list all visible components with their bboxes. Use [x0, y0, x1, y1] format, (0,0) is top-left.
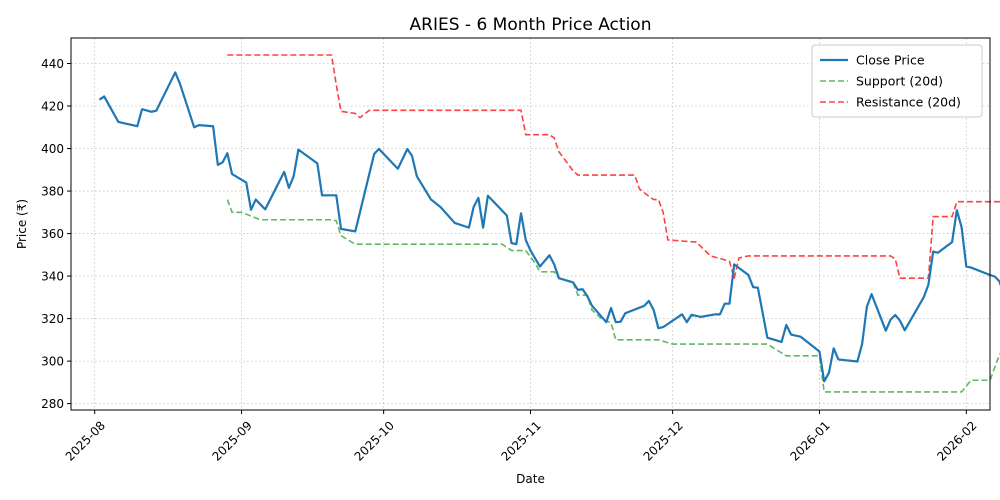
y-tick-label: 340: [41, 269, 64, 283]
series-line-resistance-20d: [227, 54, 1000, 280]
chart-title: ARIES - 6 Month Price Action: [410, 15, 652, 35]
y-tick-label: 400: [41, 142, 64, 156]
y-tick-label: 360: [41, 227, 64, 241]
legend-label: Support (20d): [856, 74, 943, 89]
legend-box: [811, 44, 983, 118]
series-line-close-price: [98, 71, 1000, 383]
y-tick-label: 440: [41, 57, 64, 71]
y-axis-title: Price (₹): [15, 199, 29, 249]
y-tick-label: 420: [41, 99, 64, 113]
y-axis: 280 300 320 340 360 380 400 420 440: [41, 57, 71, 411]
legend: Close Price Support (20d) Resistance (20d): [811, 44, 983, 118]
y-tick-label: 320: [41, 312, 64, 326]
legend-label: Resistance (20d): [856, 95, 961, 110]
legend-label: Close Price: [856, 53, 925, 68]
series-group: [98, 54, 1000, 393]
y-tick-label: 300: [41, 354, 64, 368]
y-tick-label: 380: [41, 184, 64, 198]
grid-lines: [71, 38, 990, 410]
x-axis-title: Date: [516, 472, 545, 486]
y-tick-label: 280: [41, 397, 64, 411]
